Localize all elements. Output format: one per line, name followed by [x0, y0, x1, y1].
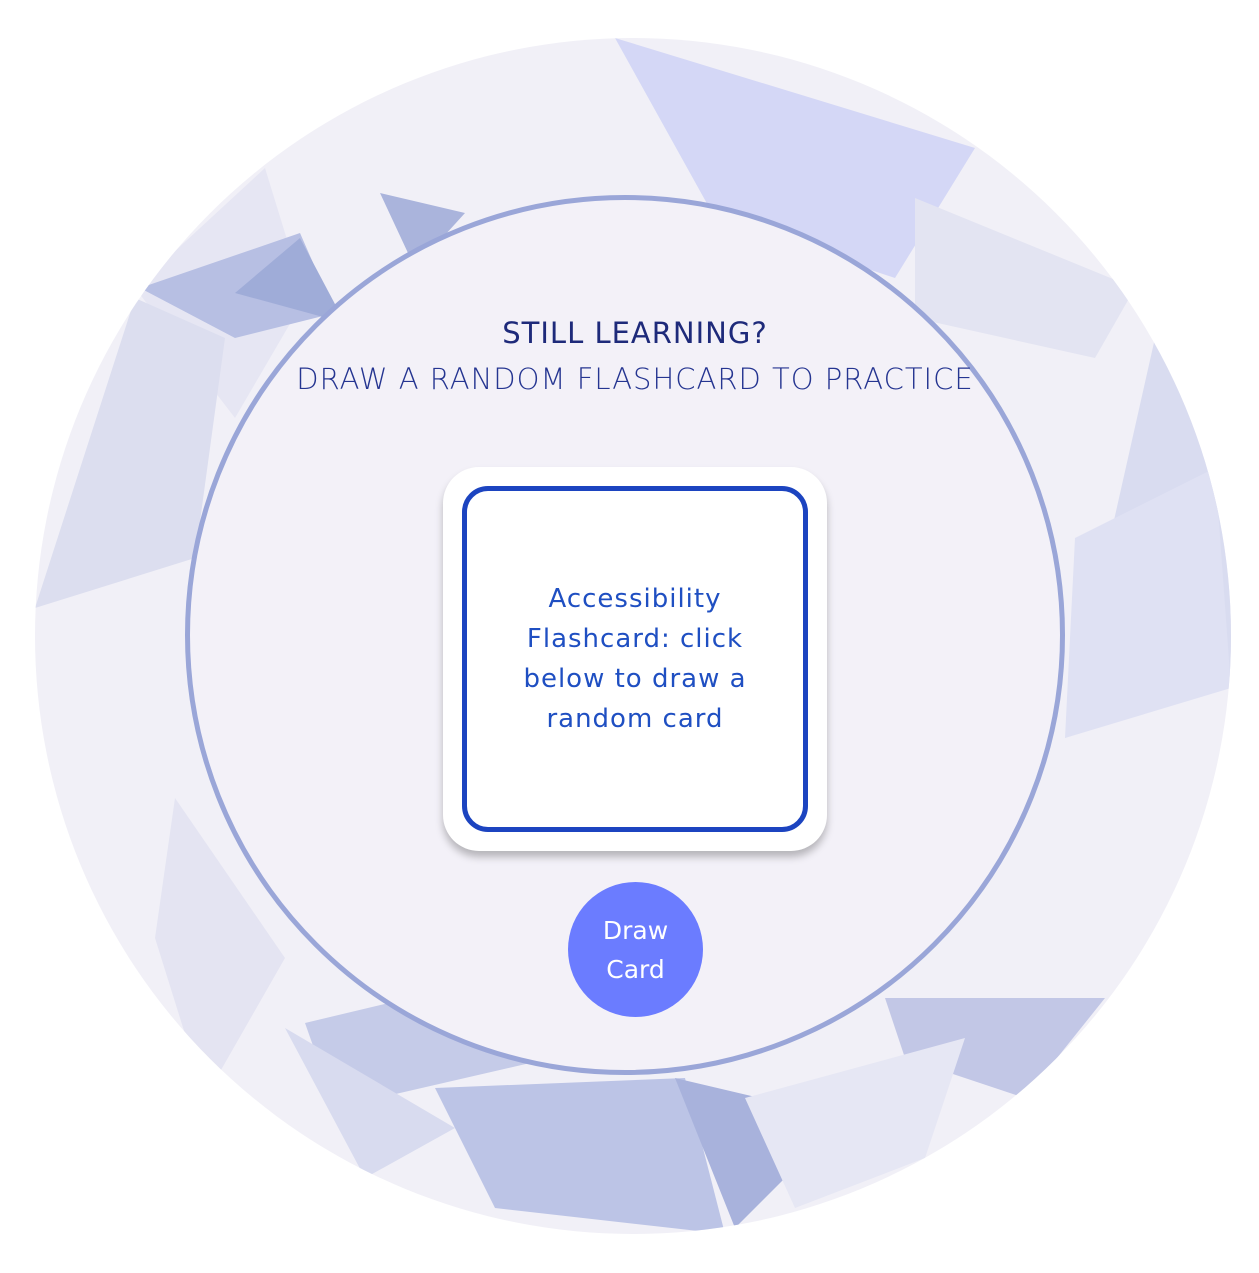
page-title: STILL LEARNING? [502, 316, 768, 350]
flashcard-face: Accessibility Flashcard: click below to … [462, 486, 808, 832]
flashcard: Accessibility Flashcard: click below to … [443, 467, 827, 851]
polygon-pattern [35, 38, 1231, 1234]
flashcard-text: Accessibility Flashcard: click below to … [523, 584, 747, 734]
draw-card-button[interactable]: Draw Card [568, 882, 703, 1017]
page-subtitle: DRAW A RANDOM FLASHCARD TO PRACTICE [296, 362, 974, 396]
draw-card-button-label: Draw Card [602, 915, 669, 984]
